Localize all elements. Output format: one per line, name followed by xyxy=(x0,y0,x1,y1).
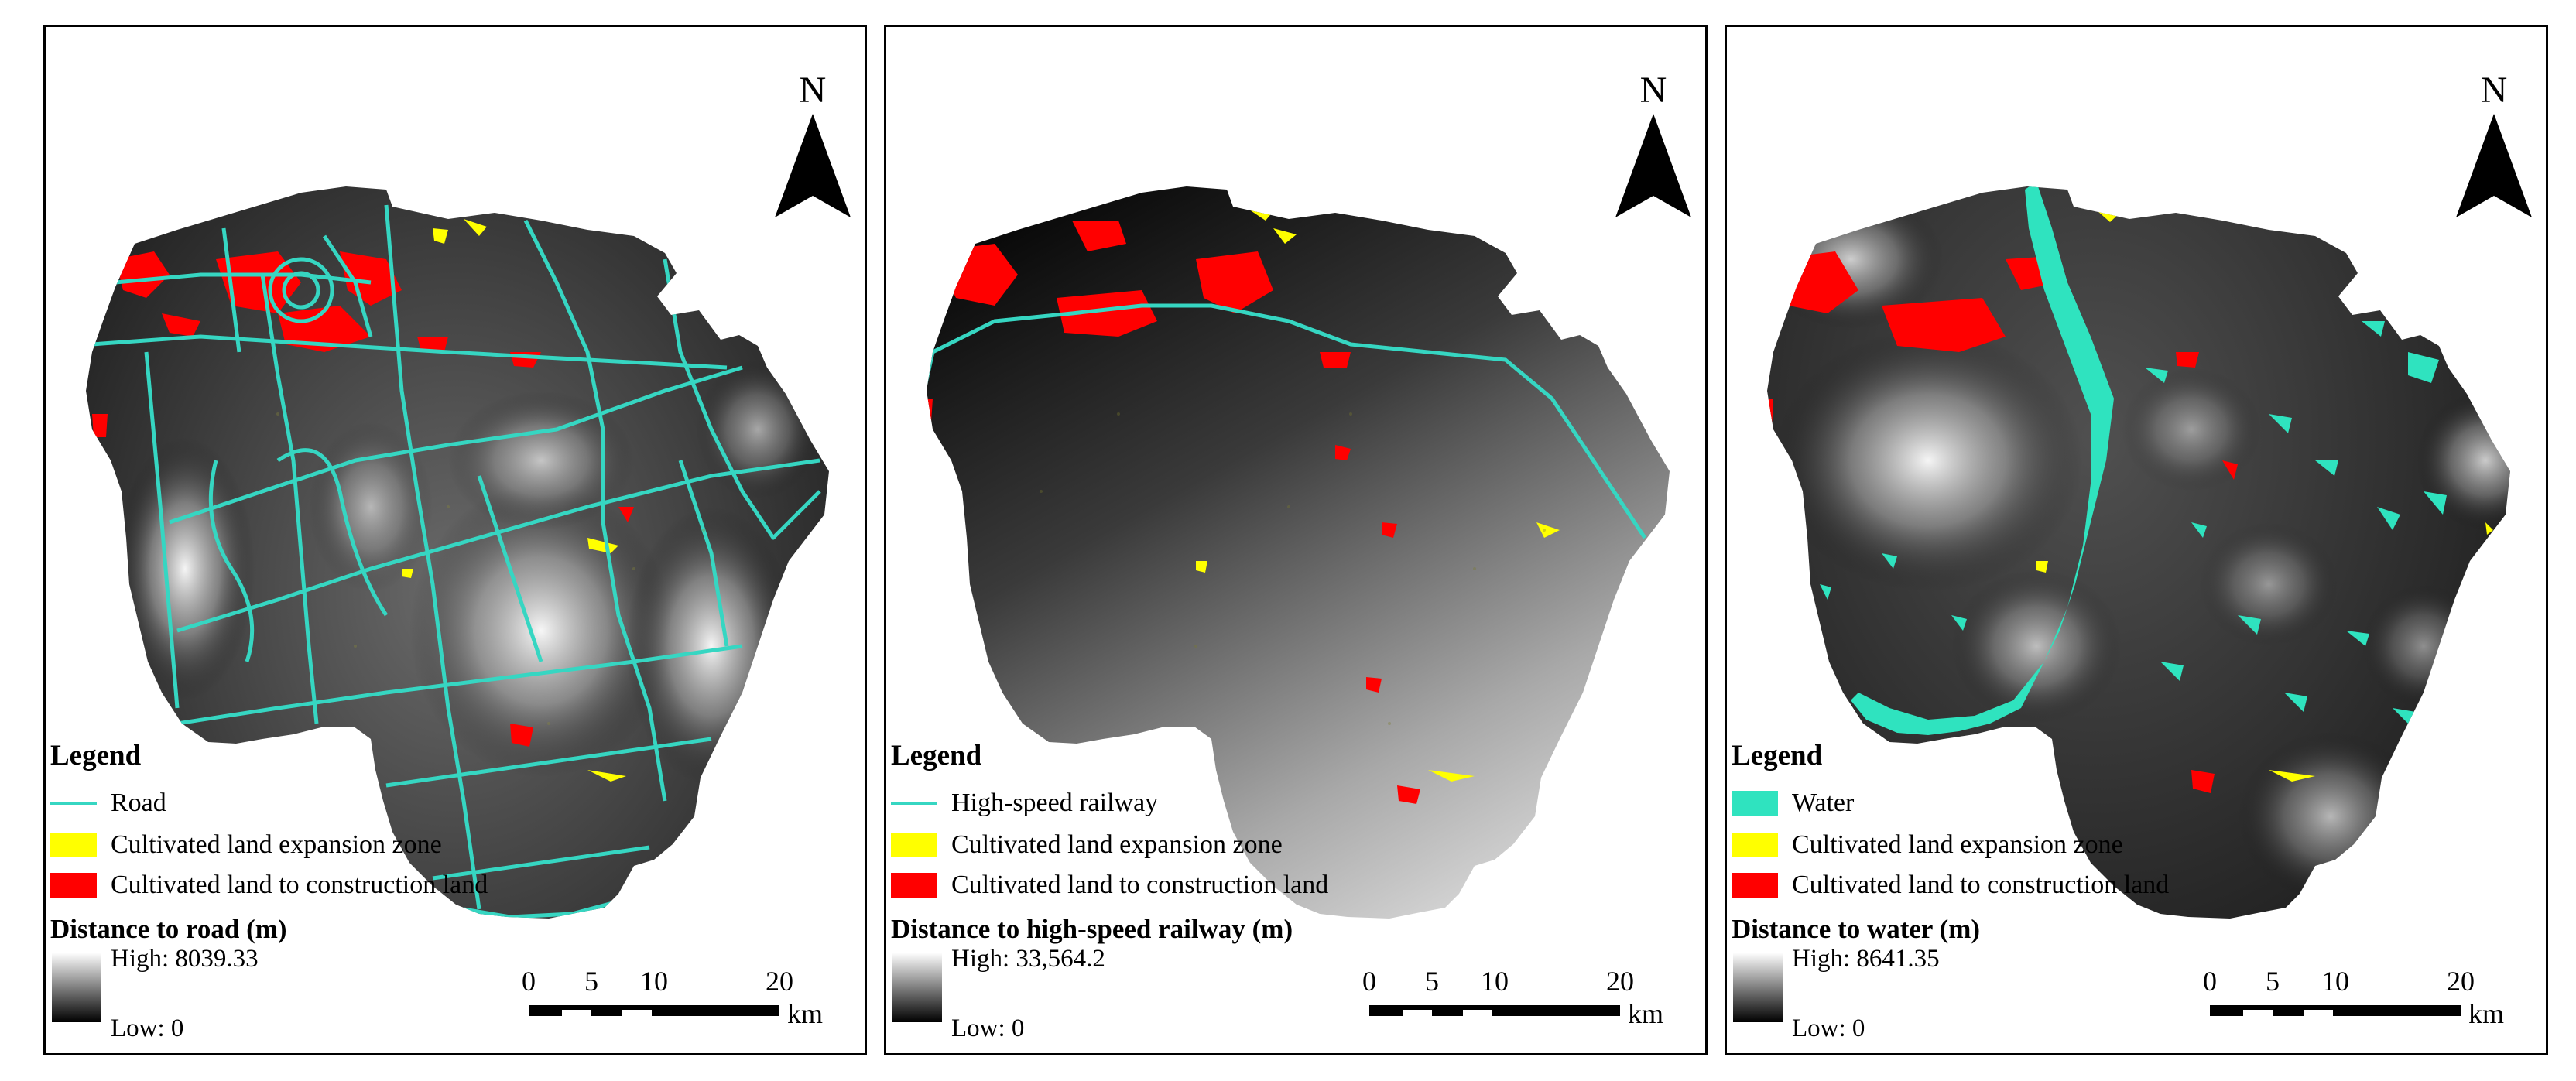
railway-distance-map xyxy=(927,186,1670,919)
scale-bar-graphic xyxy=(1369,1005,1620,1016)
scale-unit: km xyxy=(1628,998,1664,1029)
legend-item-construction: Cultivated land to construction land xyxy=(891,871,1328,900)
scale-bar-graphic xyxy=(529,1005,779,1016)
panel-railway-map: N Legend High-speed railway Cultivated l… xyxy=(884,25,1708,1055)
legend-item-label: Cultivated land expansion zone xyxy=(1792,830,2123,859)
north-label: N xyxy=(2480,70,2508,111)
scale-tick: 20 xyxy=(2447,966,2475,997)
scale-bar: 0 5 10 20 km xyxy=(1362,965,1694,1035)
legend-title: Legend xyxy=(1732,740,1823,771)
construction-land-patches xyxy=(92,251,634,747)
legend-item-expansion: Cultivated land expansion zone xyxy=(50,830,442,860)
expansion-swatch-icon xyxy=(891,833,937,857)
railway-line-icon xyxy=(891,791,937,816)
scale-tick: 20 xyxy=(1606,966,1634,997)
ramp-high-label: High: 8641.35 xyxy=(1792,945,1940,973)
distance-title: Distance to water (m) xyxy=(1732,914,1981,944)
scale-tick: 0 xyxy=(522,966,536,997)
scale-tick: 0 xyxy=(2203,966,2217,997)
legend-item-label: Cultivated land expansion zone xyxy=(951,830,1283,859)
north-label: N xyxy=(799,70,827,111)
legend-item-label: Cultivated land expansion zone xyxy=(111,830,442,859)
road-line-icon xyxy=(50,791,97,816)
legend-title: Legend xyxy=(50,740,142,771)
north-arrow: N xyxy=(2451,70,2537,233)
scale-bar: 0 5 10 20 km xyxy=(2203,965,2535,1035)
scale-tick: 5 xyxy=(584,966,598,997)
scale-bar-graphic xyxy=(2210,1005,2461,1016)
road-distance-map xyxy=(86,186,829,919)
ramp-low-label: Low: 0 xyxy=(951,1014,1025,1042)
ramp-low-label: Low: 0 xyxy=(111,1014,184,1042)
north-arrow: N xyxy=(1611,70,1696,233)
scale-tick: 5 xyxy=(2266,966,2280,997)
legend-item-railway: High-speed railway xyxy=(891,789,1158,818)
legend-item-construction: Cultivated land to construction land xyxy=(1732,871,2169,900)
ramp-low-label: Low: 0 xyxy=(1792,1014,1865,1042)
legend-item-road: Road xyxy=(50,789,166,818)
north-arrow-icon xyxy=(2456,114,2532,217)
panel-road-map: N Legend Road Cultivated land expansion … xyxy=(43,25,867,1055)
scale-tick: 10 xyxy=(1481,966,1509,997)
panel-water-map: N Legend Water Cultivated land expansion… xyxy=(1725,25,2548,1055)
scale-unit: km xyxy=(787,998,824,1029)
north-arrow: N xyxy=(770,70,855,233)
legend-item-expansion: Cultivated land expansion zone xyxy=(1732,830,2123,860)
scale-tick: 5 xyxy=(1425,966,1439,997)
water-swatch-icon xyxy=(1732,791,1778,816)
expansion-swatch-icon xyxy=(1732,833,1778,857)
water-distance-map xyxy=(1767,186,2510,919)
scale-tick: 10 xyxy=(2321,966,2349,997)
expansion-swatch-icon xyxy=(50,833,97,857)
ramp-high-label: High: 8039.33 xyxy=(111,945,259,973)
construction-swatch-icon xyxy=(50,873,97,898)
road-network xyxy=(91,204,821,919)
legend-item-construction: Cultivated land to construction land xyxy=(50,871,488,900)
ramp-high-label: High: 33,564.2 xyxy=(951,945,1105,973)
scale-tick: 0 xyxy=(1362,966,1376,997)
legend-item-expansion: Cultivated land expansion zone xyxy=(891,830,1283,860)
distance-color-ramp xyxy=(892,953,942,1022)
legend-item-label: Cultivated land to construction land xyxy=(1792,871,2170,899)
distance-color-ramp xyxy=(1733,953,1783,1022)
north-arrow-icon xyxy=(1615,114,1691,217)
scale-bar: 0 5 10 20 km xyxy=(522,965,854,1035)
north-label: N xyxy=(1639,70,1667,111)
legend-title: Legend xyxy=(891,740,982,771)
distance-title: Distance to road (m) xyxy=(50,914,287,944)
scale-tick: 20 xyxy=(766,966,793,997)
north-arrow-icon xyxy=(775,114,851,217)
construction-swatch-icon xyxy=(891,873,937,898)
construction-swatch-icon xyxy=(1732,873,1778,898)
distance-color-ramp xyxy=(52,953,101,1022)
legend-item-label: Water xyxy=(1792,789,1855,817)
legend-item-water: Water xyxy=(1732,789,1854,818)
legend-item-label: High-speed railway xyxy=(951,789,1159,817)
distance-title: Distance to high-speed railway (m) xyxy=(891,914,1293,944)
scale-tick: 10 xyxy=(640,966,668,997)
legend-item-label: Cultivated land to construction land xyxy=(951,871,1329,899)
legend-item-label: Road xyxy=(111,789,166,817)
high-speed-railway-line xyxy=(927,303,1647,539)
scale-unit: km xyxy=(2468,998,2505,1029)
legend-item-label: Cultivated land to construction land xyxy=(111,871,488,899)
